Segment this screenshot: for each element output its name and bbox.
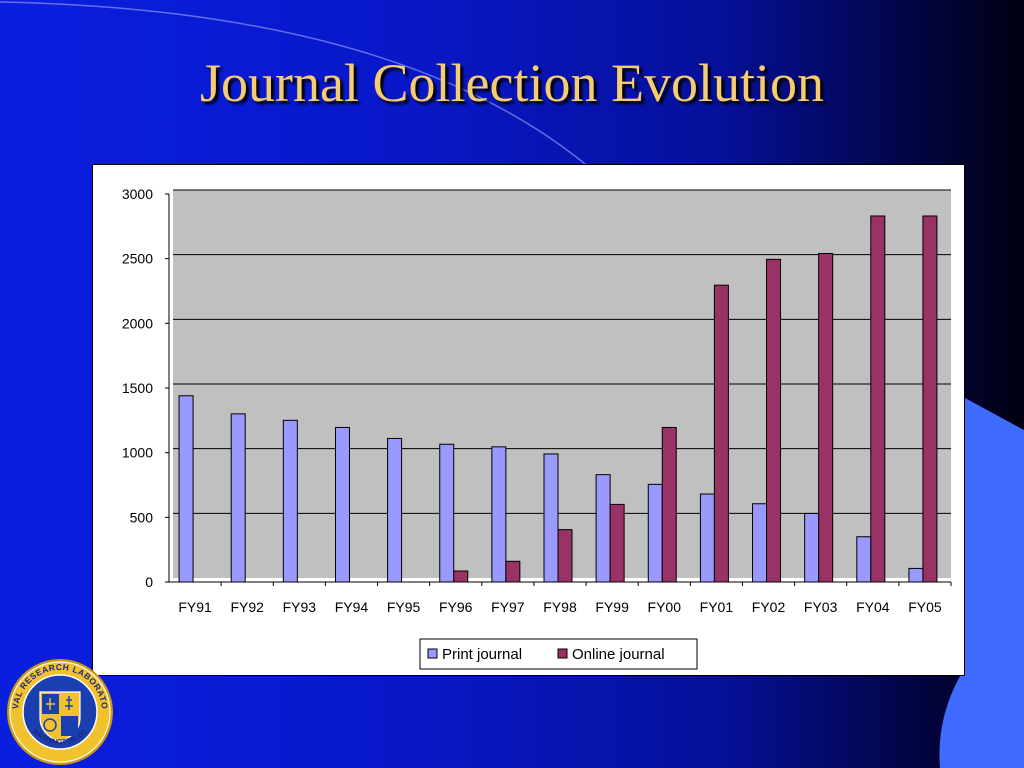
bar-print-journal-fy96: [439, 443, 455, 583]
x-tick-label: FY92: [230, 599, 264, 615]
y-tick-label: 2500: [122, 251, 153, 267]
bar-online-journal-fy03: [818, 252, 834, 583]
slide-title: Journal Collection Evolution: [200, 53, 824, 113]
bar-print-journal-fy92: [230, 413, 246, 583]
y-tick-label: 2000: [122, 315, 153, 331]
x-tick-label: FY05: [908, 599, 942, 615]
bar-chart: 0 500 1000 1500 2000 2500 3000 FY91 FY92 FY93 FY94…: [122, 186, 952, 670]
x-tick-label: FY02: [752, 599, 786, 615]
x-tick-label: FY96: [439, 599, 473, 615]
bar-online-journal-fy04: [870, 215, 886, 583]
x-tick-label: FY98: [543, 599, 577, 615]
x-tick-label: FY03: [804, 599, 838, 615]
bar-print-journal-fy00: [647, 483, 663, 583]
x-tick-label: FY04: [856, 599, 890, 615]
bar-print-journal-fy99: [595, 474, 611, 583]
bar-print-journal-fy95: [387, 437, 403, 583]
bar-print-journal-fy94: [334, 426, 350, 583]
x-tick-label: FY91: [178, 599, 212, 615]
nrl-seal-logo: NAVAL RESEARCH LABORATORY WASHINGTON, DC: [6, 658, 113, 765]
bar-print-journal-fy93: [282, 419, 298, 583]
bar-print-journal-fy02: [752, 503, 768, 583]
x-tick-label: FY99: [595, 599, 629, 615]
bar-online-journal-fy97: [505, 560, 521, 583]
bar-print-journal-fy03: [804, 512, 820, 583]
bar-online-journal-fy96: [453, 570, 469, 583]
bar-print-journal-fy98: [543, 453, 559, 583]
x-tick-label: FY95: [387, 599, 421, 615]
y-tick-label: 3000: [122, 186, 153, 202]
chart-panel: 0 500 1000 1500 2000 2500 3000 FY91 FY92 FY93 FY94…: [92, 164, 965, 676]
bar-print-journal-fy91: [178, 395, 194, 583]
legend-label: Online journal: [572, 646, 665, 663]
bar-online-journal-fy05: [922, 215, 938, 583]
bar-online-journal-fy01: [713, 284, 729, 583]
bar-print-journal-fy97: [491, 446, 507, 583]
legend-label: Print journal: [442, 646, 522, 663]
x-tick-label: FY93: [283, 599, 317, 615]
x-tick-label: FY97: [491, 599, 525, 615]
bar-online-journal-fy99: [609, 503, 625, 583]
x-tick-label: FY00: [648, 599, 682, 615]
y-tick-label: 1500: [122, 380, 153, 396]
y-tick-label: 0: [145, 574, 153, 590]
y-tick-label: 1000: [122, 445, 153, 461]
bar-print-journal-fy05: [908, 567, 924, 583]
legend-swatch: [427, 648, 438, 659]
bar-online-journal-fy00: [661, 426, 677, 583]
bar-online-journal-fy98: [557, 529, 573, 583]
bar-online-journal-fy02: [766, 258, 782, 583]
bar-print-journal-fy04: [856, 536, 872, 583]
background-arc-line: [0, 1, 591, 169]
x-tick-label: FY94: [335, 599, 369, 615]
legend-swatch: [557, 648, 568, 659]
x-tick-label: FY01: [700, 599, 734, 615]
bar-print-journal-fy01: [699, 493, 715, 583]
y-tick-label: 500: [130, 509, 154, 525]
